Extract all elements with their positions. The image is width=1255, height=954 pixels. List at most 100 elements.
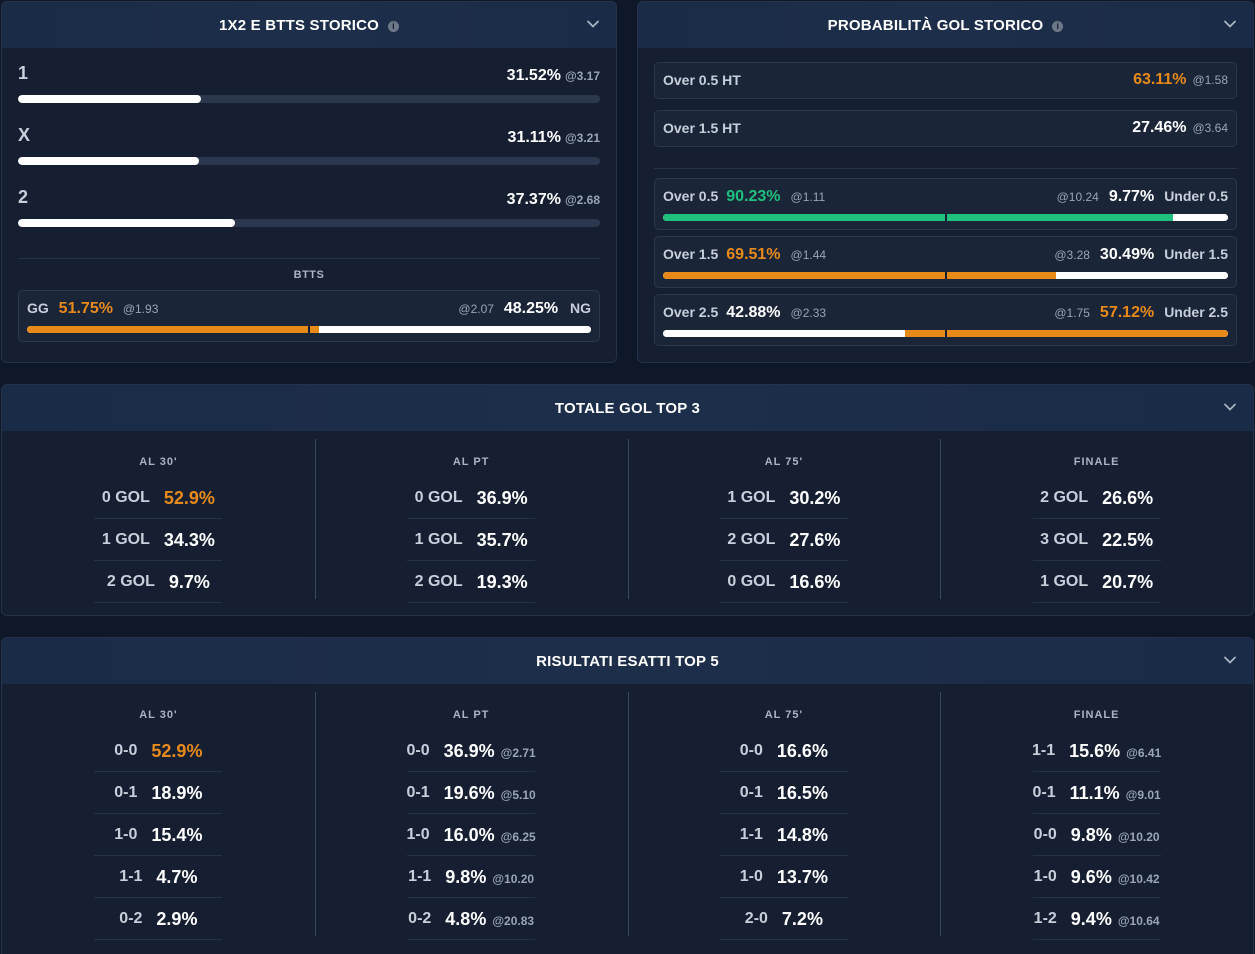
outcome-odds: @3.21 [564,131,600,145]
outcome-row-1: 1 31.52% @3.17 [18,63,600,109]
result-odds: @10.20 [492,871,535,886]
result-row: 0 GOL 52.9% [2,477,315,519]
result-row: 0-0 52.9% [2,730,315,772]
result-odds: @5.10 [500,787,536,802]
result-odds: @20.83 [492,913,535,928]
column-title: AL 75' [764,456,804,468]
under-side: @10.24 9.77% Under 0.5 [1051,188,1228,206]
result-row: 2 GOL 19.3% [315,561,628,603]
over-pct: 90.23% [726,188,781,205]
result-row: 0-1 11.1% @9.01 [940,772,1253,814]
row-divider [719,855,848,856]
column-al-pt: AL PT 0-0 36.9% @2.71 0-1 19.6% @5.10 1-0 16.0% @… [315,700,628,940]
panel-header[interactable]: 1X2 E BTTS STORICO i [2,2,616,48]
result-row: 2 GOL 27.6% [628,519,941,561]
result-value: 36.9% @2.71 [444,741,536,762]
btts-left: GG 51.75% @1.93 [27,300,164,318]
over-side: Over 2.5 42.88% @2.33 [663,304,832,322]
result-key: 1 GOL [101,531,150,548]
result-odds: @6.41 [1126,745,1162,760]
outcome-row-2: 2 37.37% @2.68 [18,187,600,233]
result-value: 15.6% @6.41 [1069,741,1161,762]
result-key: 3 GOL [1040,531,1089,548]
row-divider [407,771,536,772]
column-title: AL 30' [139,456,178,468]
result-pct: 9.6% [1070,866,1112,887]
result-pct: 52.9% [151,740,203,761]
chevron-down-icon[interactable] [586,17,600,31]
result-pct: 7.2% [781,908,823,929]
result-pct: 26.6% [1102,487,1154,508]
result-pct: 35.7% [476,529,528,550]
result-key: 0 GOL [414,489,463,506]
column-divider [314,692,316,936]
row-divider [94,813,223,814]
result-value: 52.9% [151,741,202,762]
column-title: FINALE [1073,456,1120,468]
btts-title: BTTS [293,269,325,281]
result-key: 2 GOL [727,531,776,548]
over-side: Over 0.5 90.23% @1.11 [663,188,831,206]
row-divider [1032,813,1161,814]
result-pct: 4.7% [156,866,198,887]
panel-title: RISULTATI ESATTI TOP 5 [536,652,719,670]
btts-ng-pct: 48.25% [503,300,559,317]
ht-odds: @3.64 [1192,121,1228,135]
progress-fill [18,95,202,103]
row-divider [94,602,223,603]
info-icon[interactable]: i [388,20,400,32]
result-key: 0 GOL [727,573,776,590]
row-divider [1032,560,1161,561]
result-row: 1-1 15.6% @6.41 [940,730,1253,772]
column-finale: FINALE 2 GOL 26.6% 3 GOL 22.5% 1 GOL 20.7% [940,447,1253,603]
result-value: 30.2% [789,488,840,509]
result-key: 1 GOL [414,531,463,548]
result-value: 27.6% [789,530,840,551]
chevron-down-icon[interactable] [1223,653,1237,667]
result-pct: 19.3% [476,571,528,592]
result-value: 4.7% [156,867,197,888]
column-al-pt: AL PT 0 GOL 36.9% 1 GOL 35.7% 2 GOL 19.3% [315,447,628,603]
panel-probabilita-gol: PROBABILITÀ GOL STORICO i Over 0.5 HT 63.… [637,1,1254,363]
row-divider [407,560,536,561]
result-row: 1-1 14.8% [628,814,941,856]
row-divider [94,518,223,519]
row-divider [94,897,223,898]
row-divider [719,560,848,561]
result-row: 0-1 19.6% @5.10 [315,772,628,814]
progress-bar [18,219,600,227]
result-pct: 16.5% [776,782,828,803]
row-divider [1032,897,1161,898]
ht-odds: @1.58 [1192,73,1228,87]
result-value: 35.7% [477,530,528,551]
chevron-down-icon[interactable] [1223,400,1237,414]
divider [654,168,1237,169]
row-divider [1032,602,1161,603]
panel-header[interactable]: PROBABILITÀ GOL STORICO i [638,2,1253,48]
result-pct: 36.9% [443,740,495,761]
result-row: 0-0 36.9% @2.71 [315,730,628,772]
row-divider [407,602,536,603]
info-icon[interactable]: i [1052,20,1064,32]
chevron-down-icon[interactable] [1223,17,1237,31]
outcome-value: 31.52% @3.17 [507,67,600,85]
result-row: 0 GOL 16.6% [628,561,941,603]
result-row: 0-0 16.6% [628,730,941,772]
result-odds: @2.71 [500,745,536,760]
over-odds: @2.33 [790,306,827,320]
panel-header[interactable]: RISULTATI ESATTI TOP 5 [2,638,1253,684]
result-row: 3 GOL 22.5% [940,519,1253,561]
bar-segment-over [663,214,1173,221]
under-odds: @10.24 [1056,190,1099,204]
over-side: Over 1.5 69.51% @1.44 [663,246,832,264]
ht-row: Over 1.5 HT 27.46% @3.64 [654,110,1237,147]
result-key: 2 GOL [414,573,463,590]
under-label: Under 1.5 [1164,246,1228,262]
result-pct: 2.9% [156,908,198,929]
result-value: 11.1% @9.01 [1070,783,1161,804]
result-pct: 22.5% [1102,529,1154,550]
column-title: AL 30' [139,709,178,721]
column-title: AL 75' [764,709,804,721]
bar-midline [944,330,947,337]
panel-header[interactable]: TOTALE GOL TOP 3 [2,385,1253,431]
